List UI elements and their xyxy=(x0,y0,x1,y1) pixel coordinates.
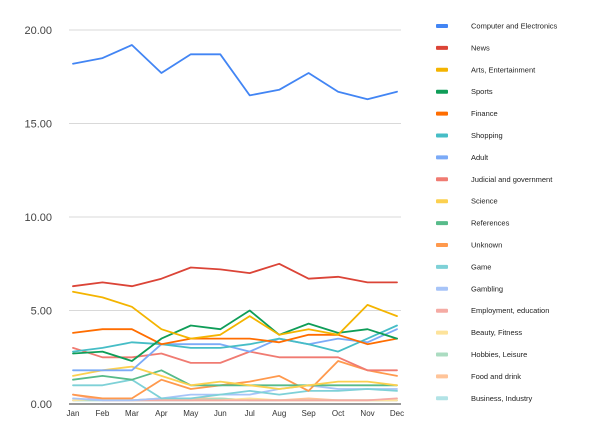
series-line-news xyxy=(72,262,398,288)
x-tick-label: Jan xyxy=(67,409,80,418)
series-line-references xyxy=(72,369,398,387)
y-tick-label: 5.00 xyxy=(31,306,52,318)
x-tick-label: Aug xyxy=(272,409,286,418)
x-tick-label: Sep xyxy=(302,409,317,418)
legend-label: Hobbies, Leisure xyxy=(471,350,527,359)
x-tick-label: Jun xyxy=(214,409,227,418)
series-line-shopping xyxy=(72,324,398,353)
legend-label: Beauty, Fitness xyxy=(471,328,522,337)
legend-label: News xyxy=(471,43,490,52)
x-tick-label: Apr xyxy=(155,409,168,418)
series-line-gambling xyxy=(72,384,398,402)
legend-label: Computer and Electronics xyxy=(471,22,558,31)
legend-label: Unknown xyxy=(471,241,502,250)
series-line-arts-entertainment xyxy=(72,290,398,340)
legend-label: Game xyxy=(471,262,491,271)
x-tick-label: Nov xyxy=(360,409,374,418)
legend-label: Food and drink xyxy=(471,372,521,381)
x-tick-label: Dec xyxy=(390,409,404,418)
legend-label: Employment, education xyxy=(471,306,549,315)
grid-lines xyxy=(69,29,401,311)
legend-swatch xyxy=(436,396,448,401)
x-axis-tick-labels: Jan Feb Mar Apr May Jun Jul Aug Sep Oct Nov Dec xyxy=(67,409,405,418)
legend: Computer and Electronics News Arts, Entert… xyxy=(436,22,558,403)
legend-label: References xyxy=(471,219,510,228)
x-tick-label: May xyxy=(183,409,198,418)
series-line-science xyxy=(72,365,398,390)
legend-swatch xyxy=(436,177,448,182)
series-line-sports xyxy=(72,309,398,362)
series-line-judicial-and-government xyxy=(72,346,398,372)
legend-label: Finance xyxy=(471,109,498,118)
legend-swatch xyxy=(436,199,448,204)
legend-swatch xyxy=(436,89,448,94)
x-tick-label: Feb xyxy=(96,409,110,418)
legend-label: Business, Industry xyxy=(471,394,533,403)
legend-label: Gambling xyxy=(471,284,503,293)
legend-swatch xyxy=(436,133,448,138)
legend-swatch xyxy=(436,330,448,335)
legend-swatch xyxy=(436,221,448,226)
series-line-finance xyxy=(72,328,398,346)
legend-swatch xyxy=(436,286,448,291)
legend-swatch xyxy=(436,24,448,28)
y-axis-tick-labels: 0.00 5.00 10.00 15.00 20.00 xyxy=(24,25,52,411)
x-tick-label: Oct xyxy=(332,409,345,418)
legend-label: Adult xyxy=(471,153,489,162)
legend-label: Sports xyxy=(471,87,493,96)
x-tick-label: Jul xyxy=(245,409,255,418)
legend-label: Judicial and government xyxy=(471,175,553,184)
y-tick-label: 10.00 xyxy=(24,212,52,224)
y-tick-label: 0.00 xyxy=(31,399,52,411)
y-tick-label: 20.00 xyxy=(24,25,52,37)
legend-swatch xyxy=(436,67,448,72)
legend-label: Shopping xyxy=(471,131,503,140)
legend-swatch xyxy=(436,308,448,313)
legend-label: Arts, Entertainment xyxy=(471,65,536,74)
legend-swatch xyxy=(436,264,448,269)
legend-label: Science xyxy=(471,197,498,206)
series-line-game xyxy=(72,378,398,400)
legend-swatch xyxy=(436,45,448,50)
legend-swatch xyxy=(436,111,448,116)
series-lines xyxy=(72,44,398,402)
legend-swatch xyxy=(436,155,448,160)
x-tick-label: Mar xyxy=(125,409,139,418)
legend-swatch xyxy=(436,243,448,247)
series-line-computer-and-electronics xyxy=(72,44,398,101)
series-line-adult xyxy=(72,328,398,372)
legend-swatch xyxy=(436,352,448,357)
legend-swatch xyxy=(436,374,448,379)
y-tick-label: 15.00 xyxy=(24,119,52,131)
